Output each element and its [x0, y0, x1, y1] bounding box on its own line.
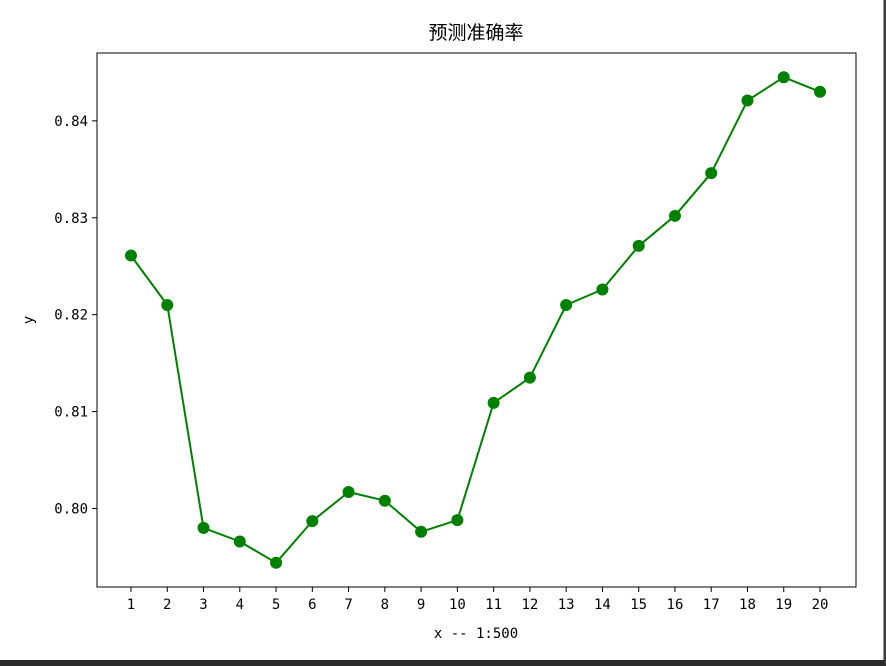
- series-line: [130, 76, 821, 564]
- x-tick-label: 10: [449, 597, 466, 613]
- x-axis: 1 2 3 4 5 6 7 8 9 10 11 12 13 14 15 16 17 18 19 20: [127, 587, 829, 613]
- y-axis-label: y: [21, 316, 37, 324]
- data-point: [451, 514, 464, 527]
- y-tick-label: 0.82: [54, 308, 88, 324]
- data-point: [596, 283, 609, 296]
- x-tick-label: 6: [308, 597, 316, 613]
- x-tick-label: 14: [594, 597, 611, 613]
- x-tick-label: 13: [558, 597, 575, 613]
- x-tick-label: 5: [272, 597, 280, 613]
- x-tick-label: 16: [667, 597, 684, 613]
- x-tick-label: 18: [739, 597, 756, 613]
- y-tick-label: 0.84: [54, 114, 88, 130]
- x-tick-label: 8: [381, 597, 389, 613]
- x-tick-label: 4: [236, 597, 244, 613]
- data-point: [161, 298, 174, 311]
- x-tick-label: 1: [127, 597, 135, 613]
- x-tick-label: 2: [163, 597, 171, 613]
- x-tick-label: 7: [344, 597, 352, 613]
- x-tick-label: 3: [199, 597, 207, 613]
- y-tick-label: 0.83: [54, 211, 88, 227]
- data-point: [233, 535, 246, 548]
- x-tick-label: 11: [485, 597, 502, 613]
- data-point: [487, 396, 500, 409]
- data-point: [741, 94, 754, 107]
- data-point: [378, 494, 391, 507]
- data-point: [632, 239, 645, 252]
- data-point: [523, 371, 536, 384]
- data-point: [197, 521, 210, 534]
- data-point: [777, 71, 790, 84]
- x-axis-label: x -- 1:500: [434, 626, 518, 642]
- x-tick-label: 19: [775, 597, 792, 613]
- x-tick-label: 17: [703, 597, 720, 613]
- data-point: [342, 486, 355, 499]
- x-tick-label: 12: [521, 597, 538, 613]
- data-point: [306, 515, 319, 528]
- series-layer: [125, 71, 826, 569]
- y-tick-label: 0.80: [54, 501, 88, 517]
- data-point: [415, 525, 428, 538]
- data-point: [668, 209, 681, 222]
- data-point: [814, 85, 826, 98]
- data-point: [705, 167, 718, 180]
- chart-title: 预测准确率: [428, 22, 523, 44]
- data-point: [270, 556, 283, 569]
- x-tick-label: 15: [630, 597, 647, 613]
- plot-area-frame: [96, 52, 857, 588]
- y-tick-label: 0.81: [54, 405, 88, 421]
- data-point: [125, 249, 137, 262]
- data-point: [560, 298, 573, 311]
- x-tick-label: 20: [812, 597, 829, 613]
- x-tick-label: 9: [417, 597, 425, 613]
- y-axis: 0.80 0.81 0.82 0.83 0.84: [54, 114, 97, 517]
